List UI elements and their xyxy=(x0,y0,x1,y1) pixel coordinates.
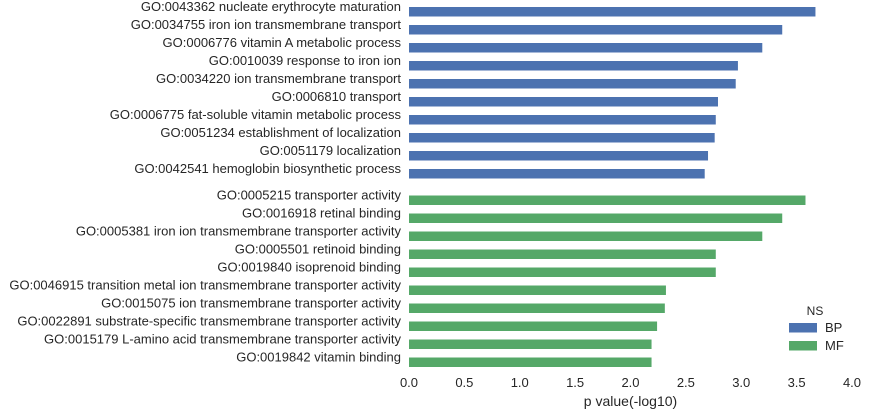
x-tick-label: 1.5 xyxy=(566,375,584,390)
category-label: GO:0015075 ion transmembrane transporter… xyxy=(101,296,401,311)
legend-title: NS xyxy=(807,304,824,318)
bar-mf-17 xyxy=(409,321,658,331)
bar-mf-19 xyxy=(409,357,652,367)
bar-mf-11 xyxy=(409,213,783,223)
category-label: GO:0046915 transition metal ion transmem… xyxy=(9,278,401,293)
category-label: GO:0015179 L-amino acid transmembrane tr… xyxy=(44,332,401,347)
category-label: GO:0005215 transporter activity xyxy=(217,188,402,203)
legend-label-mf: MF xyxy=(825,338,844,353)
x-tick-label: 0.0 xyxy=(400,375,418,390)
bars-layer xyxy=(409,7,816,367)
bar-bp-4 xyxy=(409,79,736,89)
bar-mf-14 xyxy=(409,267,716,277)
legend: NS BP MF xyxy=(789,304,844,353)
x-tick-label: 2.0 xyxy=(621,375,639,390)
category-label: GO:0006776 vitamin A metabolic process xyxy=(163,35,402,50)
legend-swatch-mf xyxy=(789,341,817,351)
bar-mf-13 xyxy=(409,249,716,259)
category-label: GO:0019840 isoprenoid binding xyxy=(217,260,401,275)
x-tick-label: 3.0 xyxy=(732,375,750,390)
bar-bp-0 xyxy=(409,7,816,17)
category-label: GO:0006775 fat-soluble vitamin metabolic… xyxy=(110,107,402,122)
x-tick-label: 2.5 xyxy=(677,375,695,390)
bar-mf-10 xyxy=(409,195,806,205)
bar-mf-18 xyxy=(409,339,652,349)
category-label: GO:0051234 establishment of localization xyxy=(160,125,401,140)
x-tick-label: 3.5 xyxy=(788,375,806,390)
bar-bp-6 xyxy=(409,115,716,125)
category-label: GO:0019842 vitamin binding xyxy=(236,350,401,365)
bar-bp-3 xyxy=(409,61,738,71)
category-label: GO:0042541 hemoglobin biosynthetic proce… xyxy=(134,161,401,176)
x-tick-label: 1.0 xyxy=(511,375,529,390)
x-axis-title: p value(-log10) xyxy=(584,393,677,409)
category-labels: GO:0043362 nucleate erythrocyte maturati… xyxy=(9,0,401,365)
category-label: GO:0034755 iron ion transmembrane transp… xyxy=(131,17,402,32)
bar-bp-7 xyxy=(409,133,715,143)
x-tick-label: 0.5 xyxy=(455,375,473,390)
x-axis-ticks: 0.0 0.5 1.0 1.5 2.0 2.5 3.0 3.5 4.0 xyxy=(400,375,861,390)
bar-bp-8 xyxy=(409,151,709,161)
category-label: GO:0051179 localization xyxy=(260,143,401,158)
category-label: GO:0005501 retinoid binding xyxy=(235,242,401,257)
category-label: GO:0022891 substrate-specific transmembr… xyxy=(17,314,401,329)
category-label: GO:0005381 iron ion transmembrane transp… xyxy=(76,224,402,239)
x-tick-label: 4.0 xyxy=(843,375,861,390)
category-label: GO:0043362 nucleate erythrocyte maturati… xyxy=(141,0,401,14)
category-label: GO:0016918 retinal binding xyxy=(242,206,401,221)
bar-bp-2 xyxy=(409,43,763,53)
bar-mf-15 xyxy=(409,285,666,295)
bar-bp-1 xyxy=(409,25,783,35)
bar-bp-9 xyxy=(409,169,705,179)
legend-label-bp: BP xyxy=(825,320,842,335)
bar-mf-16 xyxy=(409,303,665,313)
category-label: GO:0006810 transport xyxy=(272,89,402,104)
category-label: GO:0010039 response to iron ion xyxy=(209,53,401,68)
bar-mf-12 xyxy=(409,231,763,241)
legend-swatch-bp xyxy=(789,323,817,333)
category-label: GO:0034220 ion transmembrane transport xyxy=(156,71,401,86)
bar-bp-5 xyxy=(409,97,718,107)
